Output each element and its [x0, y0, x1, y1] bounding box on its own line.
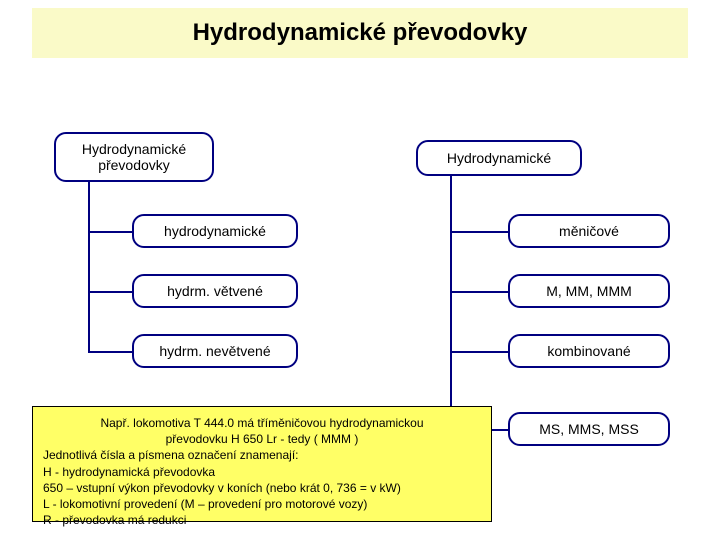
- node-label: hydrm. nevětvené: [159, 343, 270, 359]
- node-label: Hydrodynamické: [447, 150, 551, 166]
- note-line: převodovku H 650 Lr - tedy ( MMM ): [43, 431, 481, 447]
- node-right-child-3: kombinované: [508, 334, 670, 368]
- title-bar: Hydrodynamické převodovky: [32, 8, 688, 58]
- connector: [88, 351, 132, 353]
- connector: [88, 231, 132, 233]
- node-right-child-2: M, MM, MMM: [508, 274, 670, 308]
- node-label: Hydrodynamické převodovky: [82, 141, 186, 173]
- connector: [450, 351, 508, 353]
- node-label: kombinované: [547, 343, 630, 359]
- node-label: měničové: [559, 223, 619, 239]
- node-label: MS, MMS, MSS: [539, 421, 639, 437]
- connector: [450, 231, 508, 233]
- note-line: 650 – vstupní výkon převodovky v koních …: [43, 480, 481, 496]
- page-title: Hydrodynamické převodovky: [193, 19, 528, 47]
- node-right-root: Hydrodynamické: [416, 140, 582, 176]
- connector: [88, 182, 90, 352]
- note-line: Jednotlivá čísla a písmena označení znam…: [43, 447, 481, 463]
- node-right-child-1: měničové: [508, 214, 670, 248]
- connector: [450, 291, 508, 293]
- note-line: Např. lokomotiva T 444.0 má tříměničovou…: [43, 415, 481, 431]
- node-left-child-3: hydrm. nevětvené: [132, 334, 298, 368]
- node-left-child-2: hydrm. větvené: [132, 274, 298, 308]
- note-line: L - lokomotivní provedení (M – provedení…: [43, 496, 481, 512]
- node-right-child-4: MS, MMS, MSS: [508, 412, 670, 446]
- note-box: Např. lokomotiva T 444.0 má tříměničovou…: [32, 406, 492, 522]
- node-label: M, MM, MMM: [546, 283, 632, 299]
- node-left-child-1: hydrodynamické: [132, 214, 298, 248]
- note-line: R - převodovka má redukci: [43, 512, 481, 528]
- connector: [450, 176, 452, 430]
- node-label: hydrm. větvené: [167, 283, 263, 299]
- connector: [88, 291, 132, 293]
- node-left-root: Hydrodynamické převodovky: [54, 132, 214, 182]
- node-label: hydrodynamické: [164, 223, 266, 239]
- note-line: H - hydrodynamická převodovka: [43, 464, 481, 480]
